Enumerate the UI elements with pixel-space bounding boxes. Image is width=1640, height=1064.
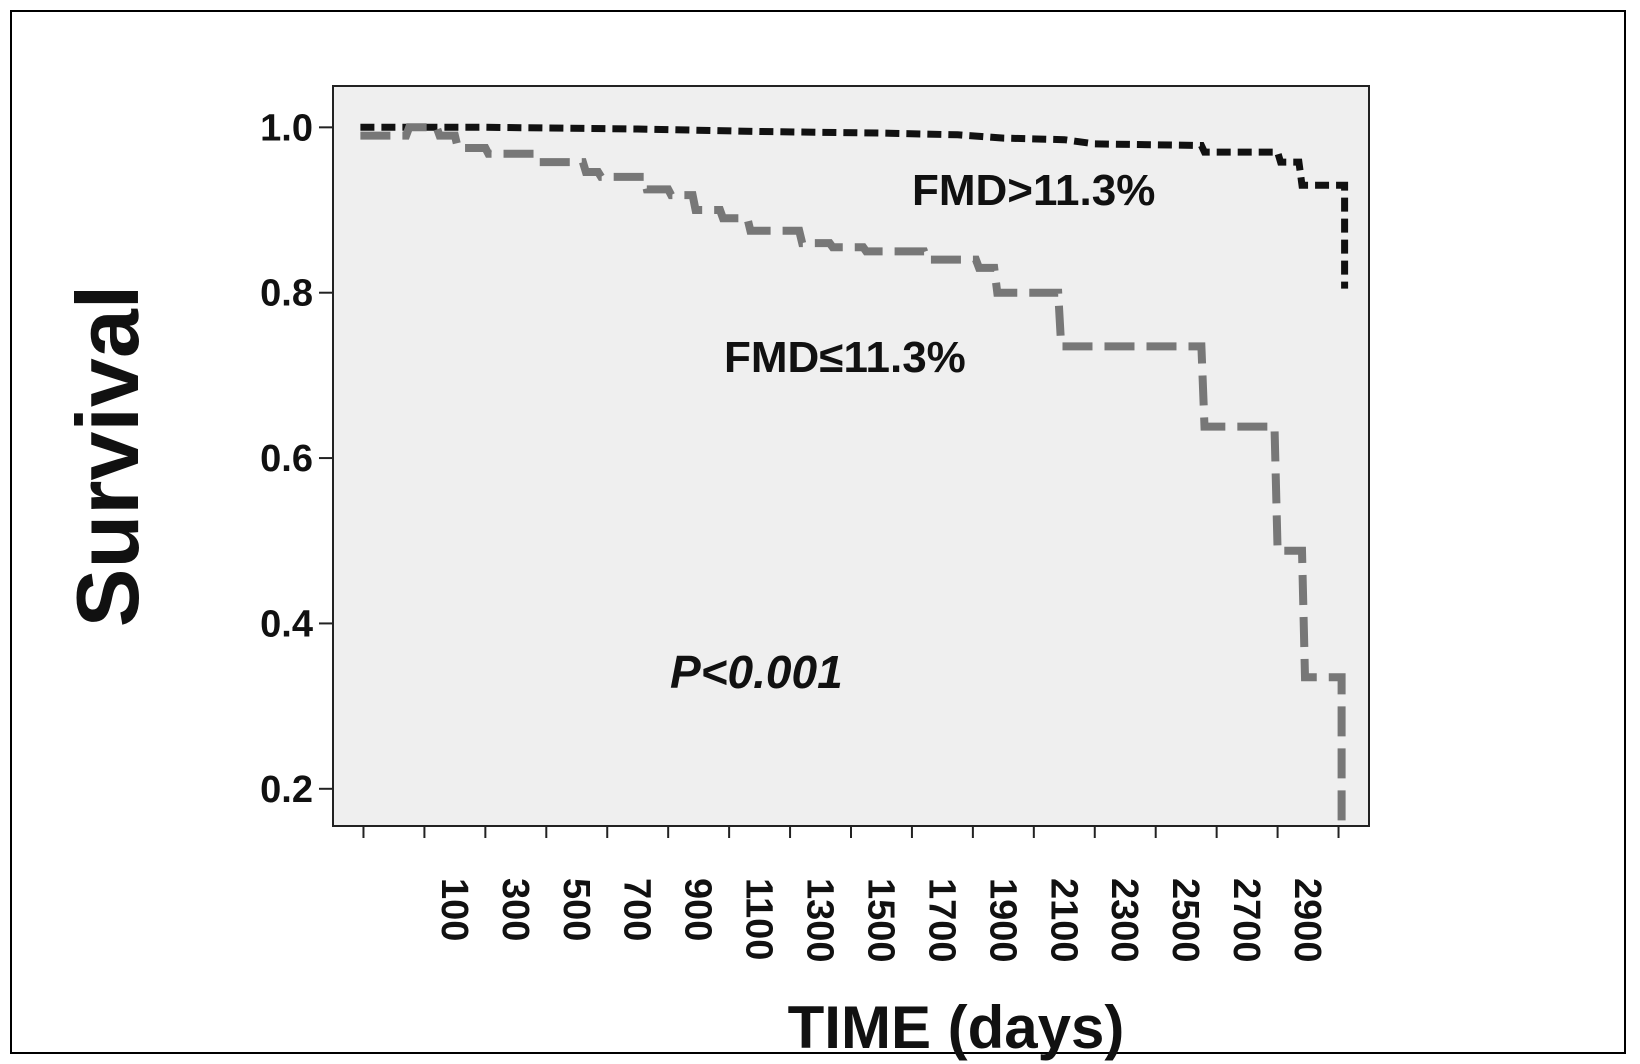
plot-area (332, 85, 1370, 827)
x-axis-label: TIME (days) (788, 994, 1125, 1061)
x-tick-label: 300 (494, 878, 536, 941)
x-axis: 100 300 500 700 900 1100 1300 1500 1700 1900 2100 2… (362, 826, 1340, 963)
x-tick-label: 2300 (1103, 878, 1145, 963)
x-tick-label: 1500 (859, 878, 901, 963)
series-line-1 (360, 123, 1346, 822)
series-label-fmd-low: FMD≤11.3% (724, 333, 966, 382)
y-axis-label: Survival (58, 285, 157, 627)
x-tick-label: 2700 (1225, 878, 1267, 963)
x-tick-label: 1100 (738, 878, 780, 960)
x-tick-label: 2100 (1042, 878, 1084, 963)
x-tick-label: 2900 (1286, 878, 1328, 963)
x-tick-label: 700 (616, 878, 658, 941)
x-tick-label: 100 (433, 878, 475, 941)
x-tick-label: 500 (555, 878, 597, 941)
x-tick-label: 1300 (799, 878, 841, 963)
y-tick-label: 0.6 (260, 438, 313, 480)
x-tick-label: 900 (677, 878, 719, 941)
x-tick-label: 1900 (981, 878, 1023, 963)
series-layer (360, 123, 1349, 822)
series-line-0 (360, 123, 1349, 289)
y-tick-label: 0.8 (260, 273, 313, 315)
x-tick-label: 2500 (1164, 878, 1206, 963)
series-label-fmd-high: FMD>11.3% (912, 166, 1155, 215)
y-tick-label: 0.2 (260, 769, 313, 811)
x-tick-label: 1700 (920, 878, 962, 963)
p-value-annotation: P<0.001 (670, 646, 843, 698)
y-tick-label: 1.0 (260, 107, 313, 149)
y-tick-label: 0.4 (260, 603, 313, 645)
y-axis: 0.2 0.4 0.6 0.8 1.0 (260, 107, 333, 811)
